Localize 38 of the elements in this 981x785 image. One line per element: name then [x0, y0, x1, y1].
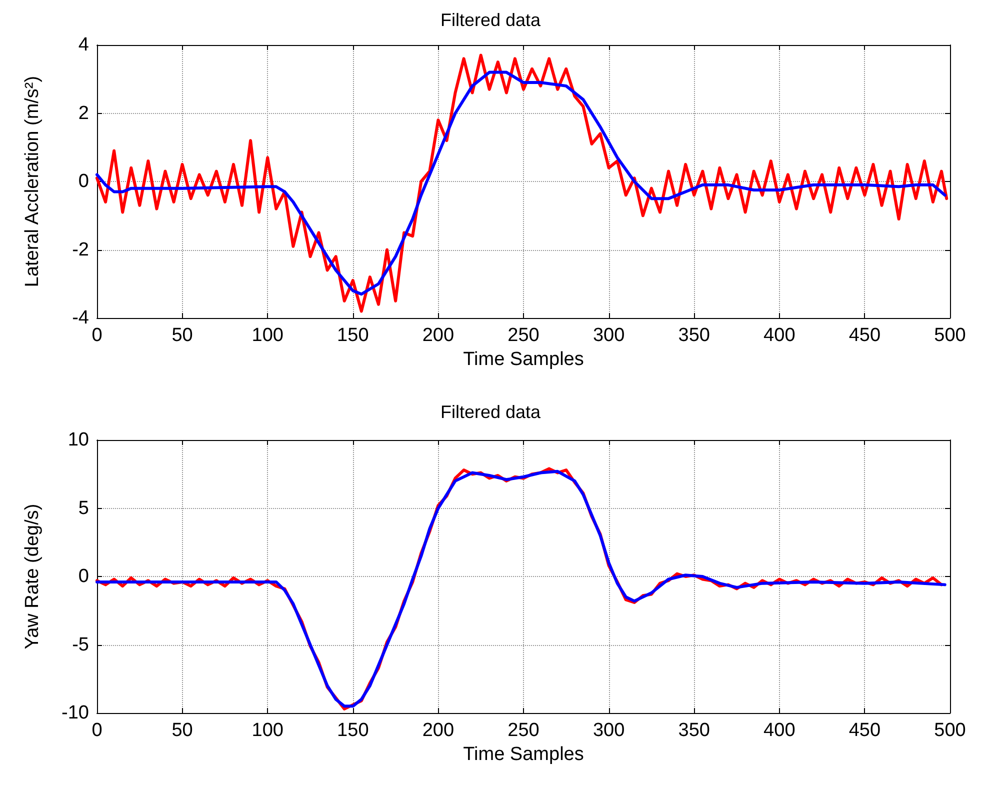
x-tick-label: 500 [934, 325, 966, 346]
x-tick-label: 350 [678, 720, 710, 741]
x-tick-label: 200 [422, 325, 454, 346]
x-tick-label: 250 [508, 720, 540, 741]
y-tick-label: -5 [72, 634, 89, 656]
x-tick-label: 200 [422, 720, 454, 741]
y-tick-label: -2 [72, 239, 89, 260]
x-tick-label: 300 [592, 325, 625, 346]
y-axis-title: Yaw Rate (deg/s) [22, 504, 43, 650]
x-tick-label: 450 [848, 720, 881, 741]
x-tick-label: 400 [764, 720, 796, 741]
y-tick-label: 5 [78, 498, 89, 519]
x-tick-label: 500 [934, 720, 966, 741]
x-tick-label: 100 [252, 325, 284, 346]
y-tick-label: 0 [78, 171, 89, 192]
chart-title: Filtered data [440, 402, 542, 422]
y-tick-label: 2 [78, 102, 89, 124]
x-tick-label: 300 [592, 720, 625, 741]
x-tick-label: 450 [848, 325, 881, 346]
x-tick-label: 350 [678, 325, 710, 346]
chart-title: Filtered data [440, 10, 542, 30]
x-tick-label: 150 [337, 720, 369, 741]
x-tick-label: 0 [92, 720, 102, 741]
x-tick-label: 0 [92, 325, 102, 346]
x-tick-label: 150 [337, 325, 369, 346]
x-tick-label: 100 [252, 720, 284, 741]
x-tick-label: 50 [172, 720, 193, 741]
y-axis-title: Lateral Accleration (m/s²) [22, 76, 43, 288]
y-tick-label: -4 [72, 308, 90, 328]
y-tick-label: 10 [68, 430, 89, 450]
y-tick-label: -10 [62, 702, 89, 724]
x-tick-label: 400 [764, 325, 796, 346]
x-axis-title: Time Samples [463, 348, 584, 370]
x-tick-label: 250 [508, 325, 540, 346]
x-tick-label: 50 [172, 325, 193, 346]
y-tick-label: 0 [78, 566, 89, 587]
x-axis-title: Time Samples [463, 744, 584, 765]
y-tick-label: 4 [78, 34, 90, 56]
